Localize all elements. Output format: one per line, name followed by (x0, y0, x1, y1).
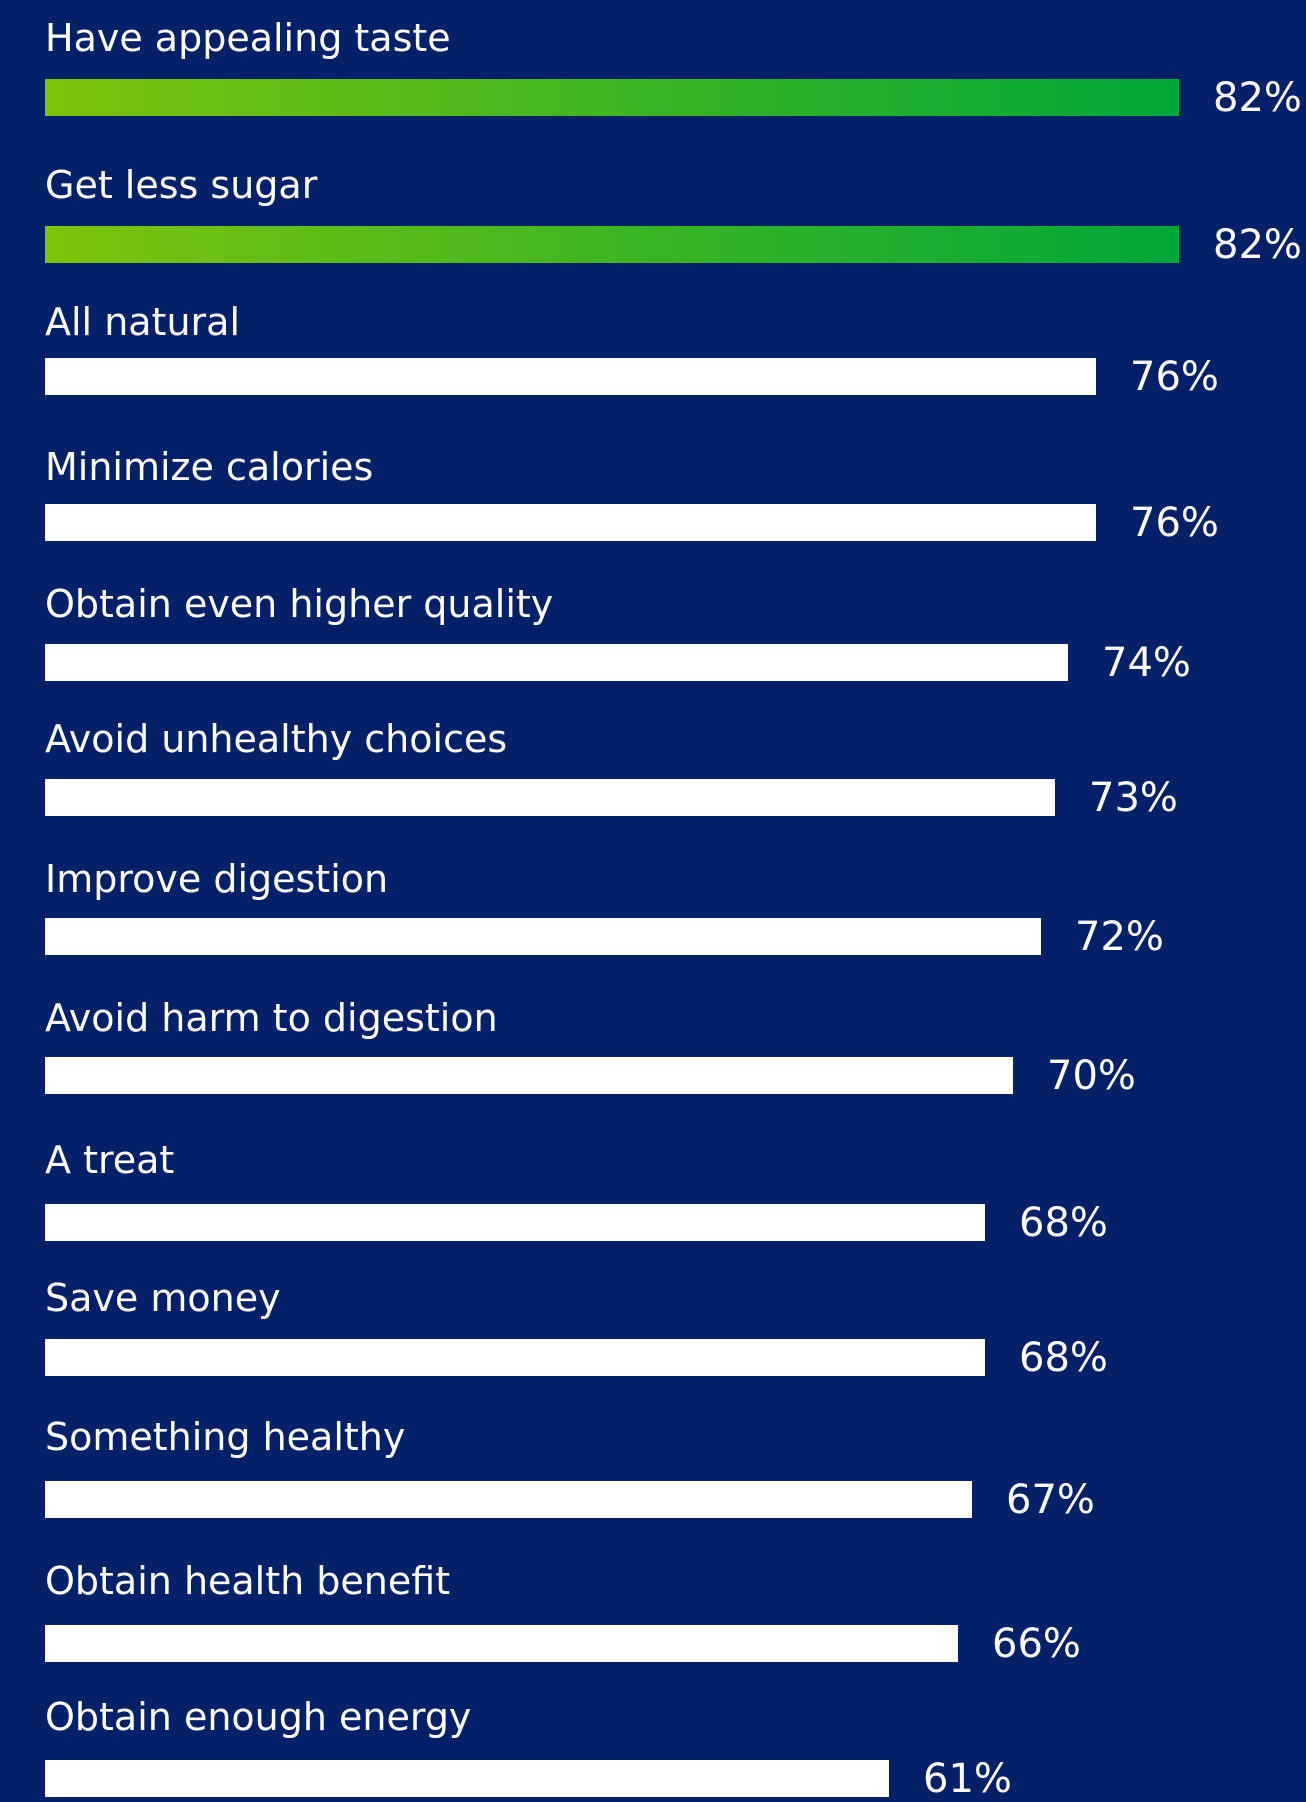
value-label: 73% (1089, 775, 1178, 821)
bar (45, 79, 1179, 116)
bar (45, 1339, 985, 1376)
bar (45, 1625, 958, 1662)
bar (45, 918, 1041, 955)
category-label: Improve digestion (45, 857, 389, 901)
bar (45, 1204, 985, 1241)
bar (45, 504, 1096, 541)
category-label: Something healthy (45, 1415, 406, 1459)
category-label: Obtain even higher quality (45, 582, 554, 626)
bar (45, 1481, 972, 1518)
value-label: 67% (1006, 1477, 1095, 1523)
bar (45, 779, 1055, 816)
value-label: 70% (1047, 1053, 1136, 1099)
value-label: 82% (1213, 222, 1302, 268)
value-label: 72% (1075, 914, 1164, 960)
value-label: 66% (992, 1621, 1081, 1667)
category-label: Save money (45, 1276, 281, 1320)
value-label: 74% (1102, 640, 1191, 686)
category-label: Get less sugar (45, 163, 318, 207)
category-label: A treat (45, 1138, 175, 1182)
category-label: Obtain enough energy (45, 1695, 472, 1739)
value-label: 82% (1213, 75, 1302, 121)
bar (45, 358, 1096, 395)
bar (45, 1057, 1013, 1094)
category-label: Avoid unhealthy choices (45, 717, 508, 761)
bar (45, 1760, 889, 1797)
category-label: All natural (45, 300, 241, 344)
category-label: Obtain health benefit (45, 1559, 451, 1603)
category-label: Minimize calories (45, 445, 374, 489)
bar (45, 226, 1179, 263)
category-label: Avoid harm to digestion (45, 996, 498, 1040)
value-label: 61% (923, 1756, 1012, 1802)
value-label: 68% (1019, 1335, 1108, 1381)
value-label: 76% (1130, 354, 1219, 400)
category-label: Have appealing taste (45, 16, 451, 60)
value-label: 76% (1130, 500, 1219, 546)
bar (45, 644, 1068, 681)
value-label: 68% (1019, 1200, 1108, 1246)
